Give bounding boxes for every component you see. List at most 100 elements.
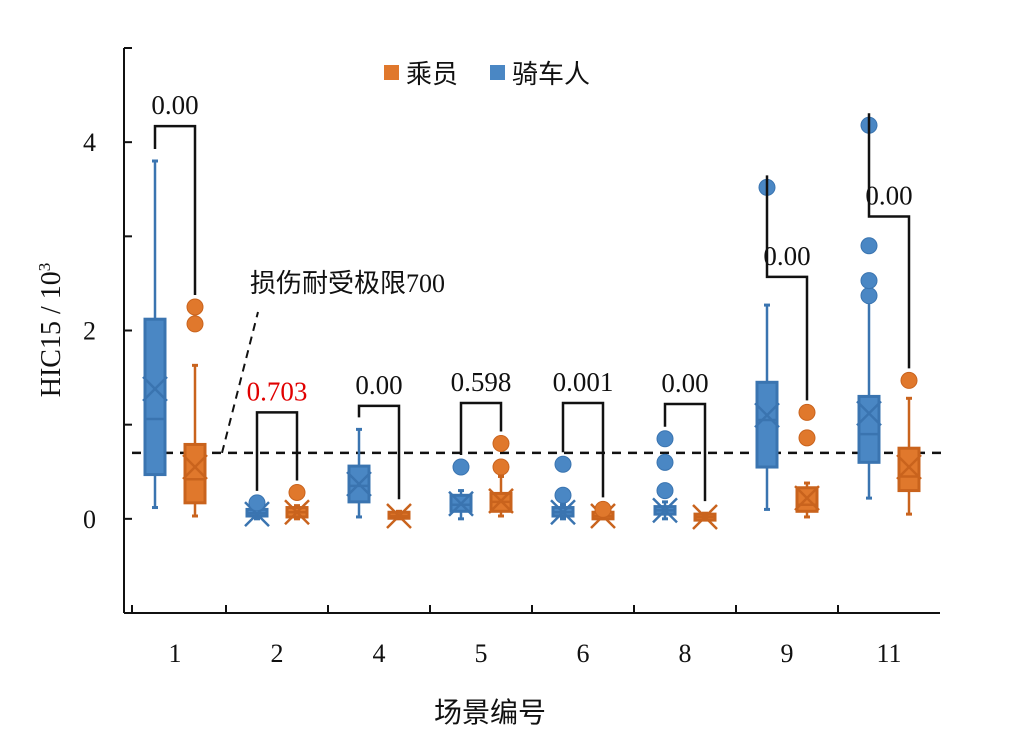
outlier-point <box>798 403 816 421</box>
outlier-point <box>656 430 674 448</box>
p-value-bracket-8: 0.00 <box>661 368 709 502</box>
box-乘员-1 <box>182 298 208 518</box>
box-乘员-5 <box>488 435 514 518</box>
outlier-point <box>798 429 816 447</box>
box-乘员-6 <box>590 500 616 529</box>
outlier-point <box>860 272 878 290</box>
mean-marker <box>754 402 780 429</box>
x-tick-label: 5 <box>475 639 488 668</box>
mean-marker <box>856 400 882 427</box>
p-value-bracket-4: 0.00 <box>355 370 403 500</box>
mean-marker <box>182 454 208 480</box>
p-value-label: 0.598 <box>451 367 512 397</box>
x-tick-label: 6 <box>577 639 590 668</box>
p-value-label: 0.00 <box>661 368 708 398</box>
box-骑车人-2 <box>244 494 270 528</box>
outlier-point <box>860 237 878 255</box>
box-骑车人-5 <box>448 458 474 521</box>
outlier-point <box>492 435 510 452</box>
outlier-point <box>492 458 510 476</box>
mean-marker <box>652 497 678 524</box>
legend-swatch <box>490 65 505 80</box>
outlier-point <box>656 453 674 471</box>
p-value-label: 0.00 <box>355 370 402 400</box>
outlier-point <box>186 315 204 333</box>
outlier-point <box>900 371 918 389</box>
box <box>143 317 167 477</box>
legend: 乘员 骑车人 <box>384 60 590 89</box>
p-value-bracket-6: 0.001 <box>553 367 614 498</box>
x-tick-label: 2 <box>271 639 284 668</box>
p-value-bracket-5: 0.598 <box>451 367 512 456</box>
box <box>897 446 921 493</box>
threshold-label: 损伤耐受极限700 <box>250 269 445 298</box>
mean-marker <box>488 488 514 514</box>
mean-marker <box>386 503 412 529</box>
threshold-leader-line <box>221 311 259 454</box>
p-value-bracket-2: 0.703 <box>247 376 308 491</box>
x-tick-label: 11 <box>876 639 901 668</box>
box <box>755 380 779 469</box>
p-value-bracket-9: 0.00 <box>763 175 811 401</box>
bracket-line <box>765 175 809 401</box>
x-tick-label: 8 <box>679 639 692 668</box>
outlier-point <box>860 287 878 305</box>
y-axis-label: HIC15 / 103 <box>35 263 67 398</box>
bracket-line <box>459 401 503 456</box>
outlier-point <box>554 455 572 473</box>
bracket-line <box>663 402 707 502</box>
x-tick-label: 1 <box>169 639 182 668</box>
x-tick-label: 4 <box>373 639 386 668</box>
p-value-label: 0.00 <box>865 181 912 211</box>
outlier-point <box>288 483 306 501</box>
outlier-point <box>554 486 572 504</box>
box-骑车人-1 <box>142 159 168 510</box>
box-骑车人-8 <box>652 430 678 524</box>
outlier-point <box>452 458 470 476</box>
y-tick-label: 2 <box>83 317 96 346</box>
y-tick-label: 4 <box>83 128 96 157</box>
box-骑车人-6 <box>550 455 576 526</box>
axes: 0 2 4 1 2 4 5 6 8 9 11 <box>83 47 940 668</box>
box-乘员-9 <box>794 403 820 519</box>
bracket-line <box>357 404 401 500</box>
box-乘员-8 <box>692 504 718 530</box>
box <box>857 394 881 464</box>
outlier-point <box>248 494 266 512</box>
mean-marker <box>794 485 820 512</box>
mean-marker <box>692 504 718 530</box>
outlier-point <box>594 500 612 518</box>
mean-marker <box>448 490 474 517</box>
p-value-label: 0.00 <box>763 241 810 271</box>
x-tick-label: 9 <box>781 639 794 668</box>
plot-area: 损伤耐受极限700 0.00 0.703 0.00 0.598 0.001 0.00 0.00… <box>132 90 946 530</box>
mean-marker <box>284 499 310 526</box>
legend-label: 骑车人 <box>512 60 590 89</box>
p-value-label: 0.703 <box>247 376 308 406</box>
p-value-bracket-11: 0.00 <box>865 113 913 369</box>
box-骑车人-11 <box>856 116 882 500</box>
outlier-point <box>656 482 674 500</box>
bracket-line <box>867 113 911 369</box>
mean-marker <box>244 501 270 528</box>
p-value-bracket-1: 0.00 <box>151 90 199 295</box>
box <box>183 442 207 505</box>
legend-label: 乘员 <box>406 60 458 89</box>
outlier-point <box>186 298 204 316</box>
p-value-label: 0.001 <box>553 367 614 397</box>
mean-marker <box>142 375 168 402</box>
y-tick-label: 0 <box>83 505 96 534</box>
mean-marker <box>896 454 922 480</box>
box-乘员-2 <box>284 483 310 526</box>
box-乘员-4 <box>386 503 412 529</box>
box-骑车人-9 <box>754 178 780 511</box>
legend-swatch <box>384 65 399 80</box>
box-乘员-11 <box>896 371 922 516</box>
x-axis-label: 场景编号 <box>434 697 546 729</box>
p-value-label: 0.00 <box>151 90 198 120</box>
box-骑车人-4 <box>346 427 372 519</box>
bracket-line <box>561 401 605 498</box>
mean-marker <box>550 499 576 526</box>
bracket-line <box>153 124 197 295</box>
